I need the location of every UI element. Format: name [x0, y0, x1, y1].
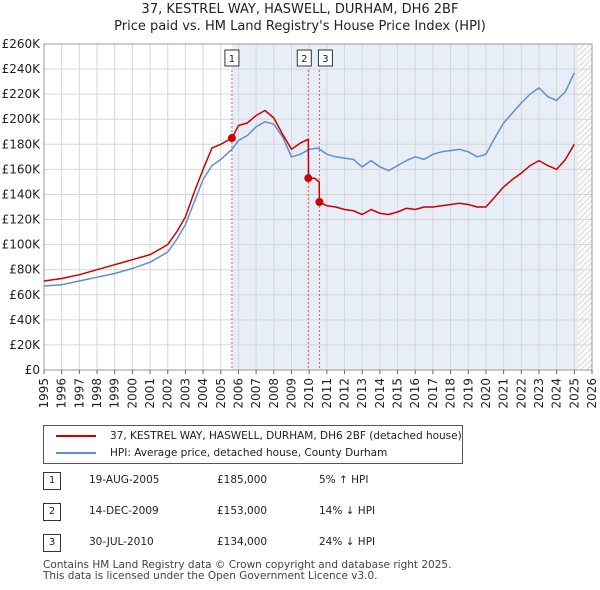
y-tick-label: £140K	[2, 187, 42, 201]
y-tick-label: £220K	[2, 87, 42, 101]
sale-price: £134,000	[217, 536, 268, 548]
x-tick-label: 2017	[426, 378, 440, 409]
footer-line-2: This data is licensed under the Open Gov…	[43, 570, 378, 582]
y-tick-label: £260K	[2, 37, 42, 51]
x-tick-label: 2008	[267, 378, 281, 409]
sale-price: £153,000	[217, 505, 268, 517]
sale-number: 3	[43, 534, 61, 552]
x-tick-label: 2024	[550, 378, 564, 409]
sale-hpi-change: 14% ↓ HPI	[319, 505, 376, 517]
y-tick-label: £240K	[2, 62, 42, 76]
title-line-2: Price paid vs. HM Land Registry's House …	[114, 19, 486, 34]
x-tick-label: 2005	[214, 378, 228, 409]
chart-legend: 37, KESTREL WAY, HASWELL, DURHAM, DH6 2B…	[43, 425, 463, 464]
plot-frame	[43, 43, 593, 371]
sale-marker-box	[296, 49, 312, 67]
x-tick-label: 2015	[391, 378, 405, 409]
x-tick-label: 2009	[284, 378, 298, 409]
footer-line-1: Contains HM Land Registry data © Crown c…	[43, 559, 452, 571]
sale-point	[227, 134, 236, 143]
x-tick-label: 2026	[585, 378, 599, 409]
sale-row: 3 30-JUL-2010 £134,000 24% ↓ HPI	[43, 534, 463, 554]
x-tick-label: 1996	[55, 378, 69, 409]
x-tick-label: 2012	[338, 378, 352, 409]
y-tick-label: £120K	[2, 213, 42, 227]
x-tick-label: 2021	[497, 378, 511, 409]
sale-marker-box	[224, 49, 240, 67]
sale-point	[304, 174, 313, 183]
sale-date: 19-AUG-2005	[89, 474, 160, 486]
sale-price: £185,000	[217, 474, 268, 486]
ownership-shade	[231, 44, 578, 370]
y-tick-label: £60K	[9, 288, 41, 302]
price-chart: £0 £20K £40K £60K £80K £100K £120K £140K £160K £1…	[2, 37, 599, 409]
sale-number: 2	[43, 503, 61, 521]
plot-area: £0 £20K £40K £60K £80K £100K £120K £140K £160K £1…	[2, 37, 599, 409]
x-tick-label: 2022	[514, 378, 528, 409]
x-tick-label: 2018	[444, 378, 458, 409]
x-tick-label: 2002	[161, 378, 175, 409]
x-tick-label: 2003	[178, 378, 192, 409]
title-line-1: 37, KESTREL WAY, HASWELL, DURHAM, DH6 2B…	[141, 2, 459, 17]
hpi-line	[43, 72, 575, 287]
y-tick-label: £80K	[9, 263, 41, 277]
x-tick-label: 2010	[302, 378, 316, 409]
x-tick-label: 1998	[90, 378, 104, 409]
y-tick-label: £160K	[2, 162, 42, 176]
x-tick-label: 2014	[373, 378, 387, 409]
sale-marker-label: 1	[229, 54, 235, 65]
y-tick-label: £0	[25, 363, 40, 377]
sale-date: 30-JUL-2010	[89, 536, 154, 548]
property-price-line	[43, 109, 575, 282]
sale-marker-label: 3	[322, 54, 328, 65]
legend-item-property: 37, KESTREL WAY, HASWELL, DURHAM, DH6 2B…	[56, 428, 462, 444]
x-tick-label: 2013	[355, 378, 369, 409]
x-tick-label: 2023	[532, 378, 546, 409]
sale-row: 2 14-DEC-2009 £153,000 14% ↓ HPI	[43, 503, 463, 523]
y-tick-label: £100K	[2, 238, 42, 252]
sale-row: 1 19-AUG-2005 £185,000 5% ↑ HPI	[43, 472, 463, 492]
sale-hpi-change: 24% ↓ HPI	[319, 536, 376, 548]
sale-marker-label: 2	[301, 54, 307, 65]
x-tick-label: 1997	[72, 378, 86, 409]
y-tick-label: £40K	[9, 313, 41, 327]
sale-marker-box	[317, 49, 333, 67]
sale-point	[315, 197, 324, 206]
legend-swatch-hpi	[56, 452, 96, 454]
forecast-hatch	[577, 44, 592, 370]
y-tick-label: £20K	[9, 338, 41, 352]
y-tick-label: £200K	[2, 112, 42, 126]
x-tick-label: 2019	[461, 378, 475, 409]
x-tick-label: 2011	[320, 378, 334, 409]
x-tick-label: 2025	[567, 378, 581, 409]
legend-item-hpi: HPI: Average price, detached house, Coun…	[56, 445, 387, 461]
x-tick-label: 2006	[231, 378, 245, 409]
x-tick-label: 2020	[479, 378, 493, 409]
chart-title: 37, KESTREL WAY, HASWELL, DURHAM, DH6 2B…	[0, 1, 600, 35]
x-tick-label: 2016	[408, 378, 422, 409]
x-tick-label: 2001	[143, 378, 157, 409]
y-tick-label: £180K	[2, 137, 42, 151]
sale-hpi-change: 5% ↑ HPI	[319, 474, 369, 486]
x-tick-label: 2004	[196, 378, 210, 409]
sale-number: 1	[43, 472, 61, 490]
x-tick-label: 1999	[108, 378, 122, 409]
x-tick-label: 2007	[249, 378, 263, 409]
footer-attribution: Contains HM Land Registry data © Crown c…	[43, 560, 451, 582]
x-tick-label: 1995	[37, 378, 51, 409]
legend-label-hpi: HPI: Average price, detached house, Coun…	[110, 447, 388, 459]
legend-label-property: 37, KESTREL WAY, HASWELL, DURHAM, DH6 2B…	[110, 430, 462, 442]
legend-swatch-property	[56, 435, 96, 437]
sale-date: 14-DEC-2009	[89, 505, 159, 517]
x-tick-label: 2000	[125, 378, 139, 409]
